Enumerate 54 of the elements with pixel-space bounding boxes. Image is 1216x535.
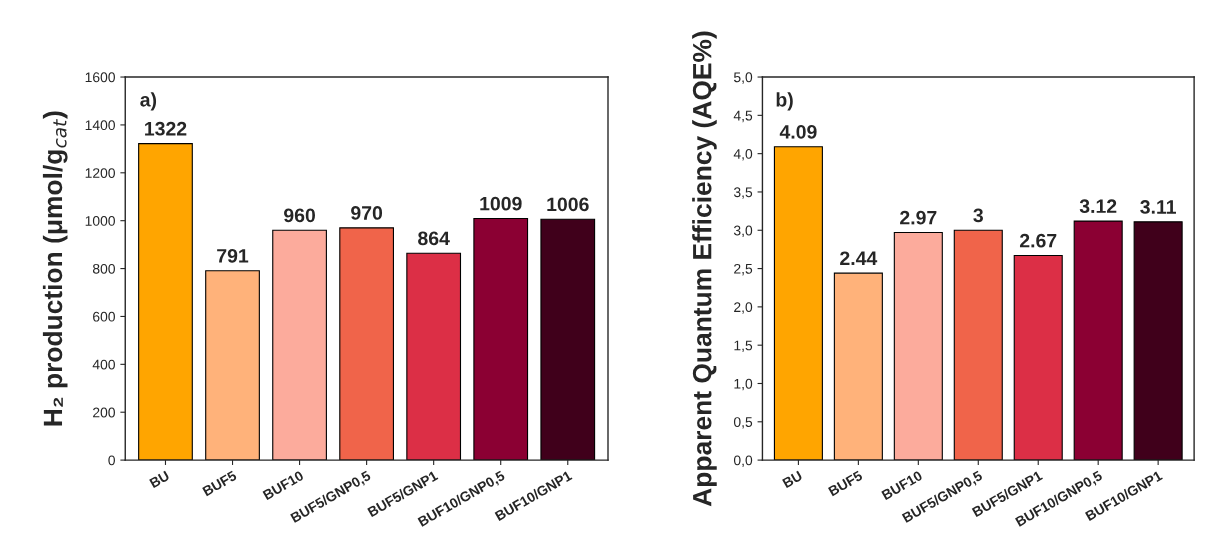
y-tick-label: 1600	[85, 72, 115, 83]
y-axis-title: Apparent Quantum Efficiency (AQE%)	[692, 31, 717, 507]
y-tick-label: 1,5	[734, 340, 753, 352]
bar	[1133, 221, 1183, 461]
y-tick-label: 2,0	[734, 302, 753, 314]
data-label: 2.97	[900, 210, 937, 225]
bar	[339, 227, 394, 461]
bar	[1013, 254, 1063, 461]
y-tick-label: 3,5	[733, 187, 753, 199]
y-tick-label: 0	[108, 455, 115, 466]
data-label: 3.11	[1140, 200, 1176, 214]
y-tick-label: 200	[93, 407, 115, 418]
y-axis-title: H₂ production (μmol/g$_{cat}$)	[42, 111, 68, 426]
data-label: 1009	[480, 196, 522, 211]
data-label: 3	[973, 208, 983, 223]
y-tick-label: 400	[92, 359, 115, 370]
data-label: 960	[284, 208, 315, 223]
y-tick-label: 1200	[85, 168, 115, 178]
bar	[272, 229, 327, 461]
y-tick-label: 3,0	[733, 225, 753, 238]
data-label: 2.67	[1019, 233, 1057, 248]
bar	[893, 232, 943, 461]
bar	[138, 143, 193, 461]
y-tick-label: 0,0	[733, 455, 753, 467]
y-tick-label: 1400	[85, 120, 115, 131]
data-label: 791	[217, 248, 249, 263]
x-tick-label: BU	[149, 470, 170, 489]
data-label: 3.12	[1079, 199, 1117, 214]
bar	[406, 252, 462, 461]
y-tick-label: 0,5	[733, 417, 753, 429]
y-tick-label: 5,0	[733, 72, 753, 84]
y-tick-label: 2,5	[734, 263, 753, 276]
data-label: 1006	[547, 197, 589, 212]
bar	[540, 218, 596, 461]
data-label: 864	[418, 231, 450, 246]
bar	[1073, 220, 1123, 461]
bar	[473, 217, 529, 461]
data-label: 4.09	[779, 124, 817, 139]
y-tick-label: 600	[93, 311, 115, 322]
bar	[773, 146, 823, 461]
annotation: a)	[140, 92, 157, 111]
data-label: 1322	[145, 121, 187, 136]
bar	[205, 270, 260, 461]
y-tick-label: 4,5	[733, 110, 753, 123]
x-tick-label: BU	[782, 470, 803, 489]
y-tick-label: 1,0	[734, 378, 753, 391]
data-label: 2.44	[840, 251, 878, 265]
bar	[953, 229, 1003, 461]
y-tick-label: 4,0	[733, 148, 753, 161]
y-tick-label: 800	[92, 263, 115, 274]
data-label: 970	[351, 206, 383, 220]
bar	[833, 272, 883, 461]
annotation: b)	[776, 92, 793, 111]
y-tick-label: 1000	[85, 216, 115, 226]
